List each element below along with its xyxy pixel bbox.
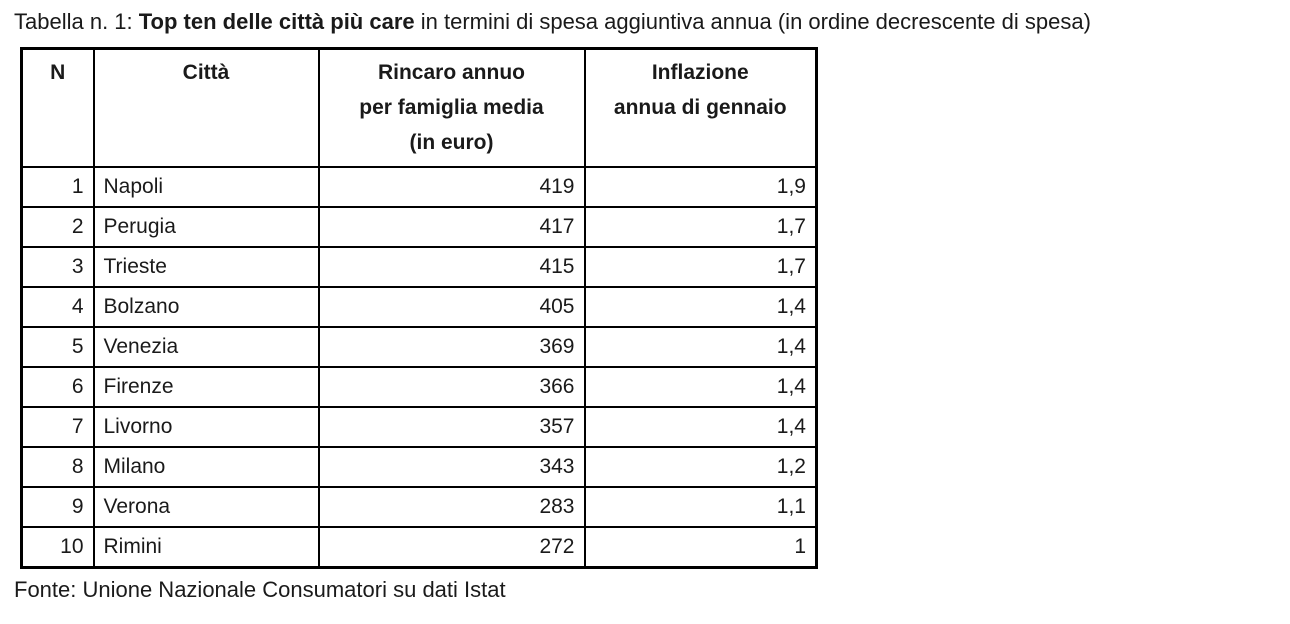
rincaro-cell: 417 (317, 206, 586, 248)
inflazione-cell: 1,4 (583, 406, 818, 448)
rincaro-cell: 272 (317, 526, 586, 568)
table-row: 10 Rimini 272 1 (20, 526, 818, 568)
inflazione-cell: 1,7 (583, 246, 818, 288)
table-caption: Tabella n. 1: Top ten delle città più ca… (14, 8, 1290, 36)
rincaro-cell: 357 (317, 406, 586, 448)
city-cell: Milano (92, 446, 320, 488)
table-row: 5 Venezia 369 1,4 (20, 326, 818, 368)
city-cell: Firenze (92, 366, 320, 408)
rank-cell: 3 (20, 246, 95, 288)
rank-cell: 4 (20, 286, 95, 328)
table-row: 8 Milano 343 1,2 (20, 446, 818, 488)
top-ten-cities-table: N Città Rincaro annuo per famiglia media… (20, 47, 818, 569)
caption-prefix: Tabella n. 1: (14, 9, 139, 34)
caption-bold-title: Top ten delle città più care (138, 9, 415, 34)
city-cell: Verona (92, 486, 320, 528)
city-cell: Livorno (92, 406, 320, 448)
inflazione-cell: 1 (583, 526, 818, 568)
inflazione-cell: 1,2 (583, 446, 818, 488)
rank-cell: 7 (20, 406, 95, 448)
inflazione-cell: 1,4 (583, 286, 818, 328)
table-row: 4 Bolzano 405 1,4 (20, 286, 818, 328)
rank-cell: 6 (20, 366, 95, 408)
inflazione-cell: 1,7 (583, 206, 818, 248)
rank-cell: 1 (20, 166, 95, 208)
rank-cell: 5 (20, 326, 95, 368)
rincaro-cell: 283 (317, 486, 586, 528)
rincaro-cell: 419 (317, 166, 586, 208)
inflazione-cell: 1,4 (583, 366, 818, 408)
rank-cell: 9 (20, 486, 95, 528)
rank-cell: 2 (20, 206, 95, 248)
city-cell: Napoli (92, 166, 320, 208)
source-note: Fonte: Unione Nazionale Consumatori su d… (14, 576, 506, 602)
city-cell: Perugia (92, 206, 320, 248)
city-cell: Venezia (92, 326, 320, 368)
city-cell: Trieste (92, 246, 320, 288)
rincaro-cell: 366 (317, 366, 586, 408)
city-cell: Rimini (92, 526, 320, 568)
inflazione-cell: 1,9 (583, 166, 818, 208)
header-inflazione: Inflazione annua di gennaio (583, 47, 818, 168)
rincaro-cell: 369 (317, 326, 586, 368)
table-header-row: N Città Rincaro annuo per famiglia media… (20, 47, 818, 168)
table-row: 6 Firenze 366 1,4 (20, 366, 818, 408)
header-rank: N (20, 47, 95, 168)
rincaro-cell: 343 (317, 446, 586, 488)
table-row: 9 Verona 283 1,1 (20, 486, 818, 528)
header-rincaro: Rincaro annuo per famiglia media (in eur… (317, 47, 586, 168)
rank-cell: 8 (20, 446, 95, 488)
rincaro-cell: 415 (317, 246, 586, 288)
header-city: Città (92, 47, 320, 168)
city-cell: Bolzano (92, 286, 320, 328)
rank-cell: 10 (20, 526, 95, 568)
caption-suffix: in termini di spesa aggiuntiva annua (in… (414, 9, 1091, 34)
inflazione-cell: 1,4 (583, 326, 818, 368)
table-row: 2 Perugia 417 1,7 (20, 206, 818, 248)
inflazione-cell: 1,1 (583, 486, 818, 528)
table-row: 3 Trieste 415 1,7 (20, 246, 818, 288)
table-row: 7 Livorno 357 1,4 (20, 406, 818, 448)
rincaro-cell: 405 (317, 286, 586, 328)
table-row: 1 Napoli 419 1,9 (20, 166, 818, 208)
